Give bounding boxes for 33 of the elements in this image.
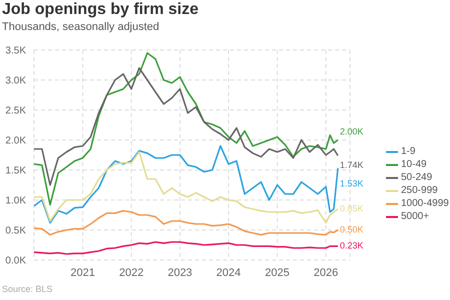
x-tick-label: 2021 (70, 266, 95, 279)
x-tick-label: 2026 (314, 266, 338, 279)
x-tick-label: 2024 (216, 266, 241, 279)
y-tick-label: 1.5K (5, 166, 26, 177)
chart-subtitle: Thousands, seasonally adjusted (2, 21, 160, 33)
y-tick-label: 0.5K (5, 226, 26, 237)
y-tick-label: 3.5K (5, 46, 26, 57)
x-tick-label: 2025 (265, 266, 290, 279)
chart-title: Job openings by firm size (2, 1, 198, 19)
y-tick-label: 1.0K (5, 196, 26, 207)
y-tick-label: 2.5K (5, 106, 26, 117)
legend-label: 50-249 (401, 172, 432, 183)
x-tick-label: 2022 (119, 266, 144, 279)
x-tick-label: 2023 (168, 266, 192, 279)
data-label: 0.50K (340, 224, 364, 234)
line-series (34, 241, 339, 255)
source-note: Source: BLS (2, 284, 53, 294)
data-label: 0.85K (340, 203, 364, 214)
legend-label: 250-999 (401, 185, 438, 196)
legend-label: 5000+ (401, 211, 430, 222)
y-tick-label: 3.0K (5, 76, 26, 87)
line-series (34, 210, 339, 236)
y-tick-label: 2.0K (5, 136, 26, 147)
legend-label: 10-49 (401, 159, 427, 170)
data-label: 1.74K (340, 160, 364, 170)
legend-label: 1-9 (401, 146, 416, 157)
data-label: 1.53K (340, 178, 364, 189)
legend-label: 1000-4999 (401, 198, 449, 209)
line-series (34, 67, 339, 186)
y-tick-label: 0.0K (5, 256, 26, 267)
data-label: 0.23K (340, 240, 364, 251)
data-label: 2.00K (340, 126, 364, 136)
line-series (34, 52, 339, 206)
